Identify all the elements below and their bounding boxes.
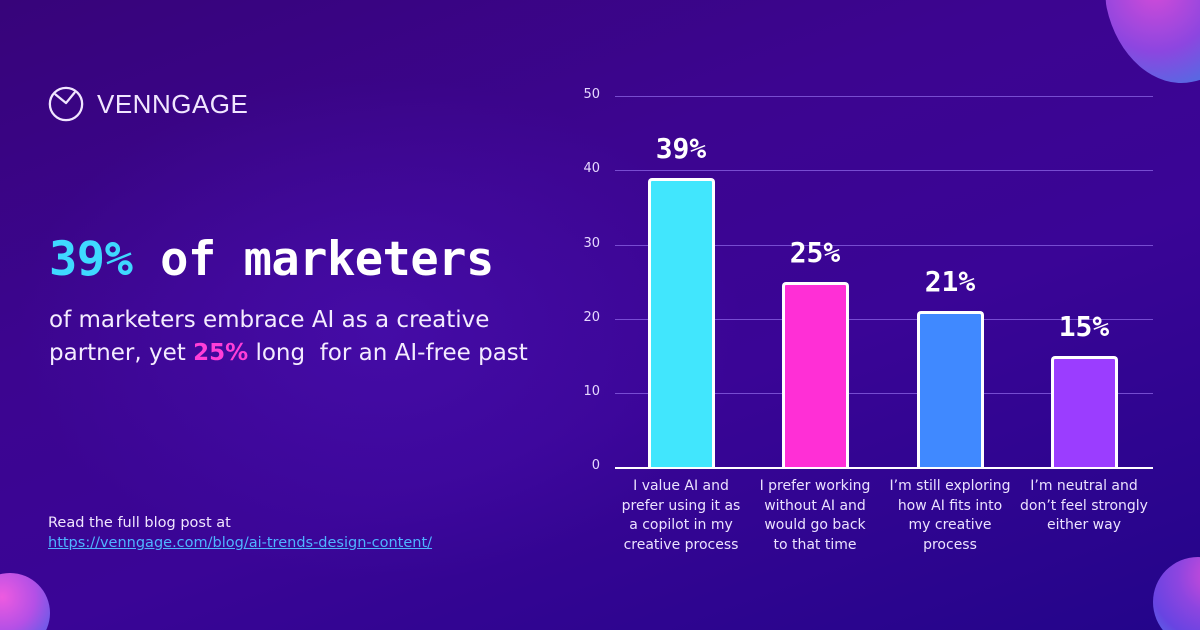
bar (1051, 355, 1118, 467)
bar (917, 311, 984, 467)
footer-label: Read the full blog post at (48, 515, 231, 531)
category-label: I prefer working without AI and would go b… (759, 478, 871, 553)
headline-text: of marketers (132, 232, 494, 287)
gridline-20 (615, 319, 1153, 320)
bar-value-label: 15% (1058, 309, 1110, 343)
brand-logo: VENNGAGE (47, 85, 248, 123)
footer: Read the full blog post at https://venng… (48, 513, 432, 553)
bar-value-label: 39% (655, 131, 707, 165)
bar (648, 177, 715, 467)
y-tick: 50 (583, 87, 600, 102)
bar (782, 281, 849, 467)
bar-value-label: 21% (924, 265, 976, 299)
gridline-50 (615, 96, 1153, 97)
subtext-highlight: 25% (193, 340, 249, 366)
gridline-10 (615, 393, 1153, 394)
headline: 39% of marketers (49, 232, 494, 287)
category-label: I’m still exploring how AI fits into my cr… (889, 478, 1011, 553)
category-label: I’m neutral and don’t feel strongly either… (1020, 478, 1148, 533)
gridline-30 (615, 245, 1153, 246)
x-axis-baseline (615, 467, 1153, 469)
brand-name: VENNGAGE (97, 88, 249, 119)
y-tick: 20 (583, 310, 600, 325)
venngage-clock-logo-icon (48, 86, 84, 122)
subtext-part2: long for an AI-free past (248, 340, 528, 366)
y-tick: 40 (583, 161, 600, 176)
category-label: I value AI and prefer using it as a copilo… (621, 478, 741, 553)
bar-value-label: 25% (789, 235, 841, 269)
blog-link[interactable]: https://venngage.com/blog/ai-trends-desi… (48, 535, 433, 551)
y-tick: 0 (591, 458, 600, 473)
y-tick: 10 (583, 384, 600, 399)
subtext: of marketers embrace AI as a creative pa… (49, 304, 549, 370)
headline-stat: 39% (49, 232, 133, 287)
y-tick: 30 (583, 236, 600, 251)
subtext-part1: of marketers embrace AI as a creative pa… (49, 307, 490, 366)
gridline-40 (615, 170, 1153, 171)
